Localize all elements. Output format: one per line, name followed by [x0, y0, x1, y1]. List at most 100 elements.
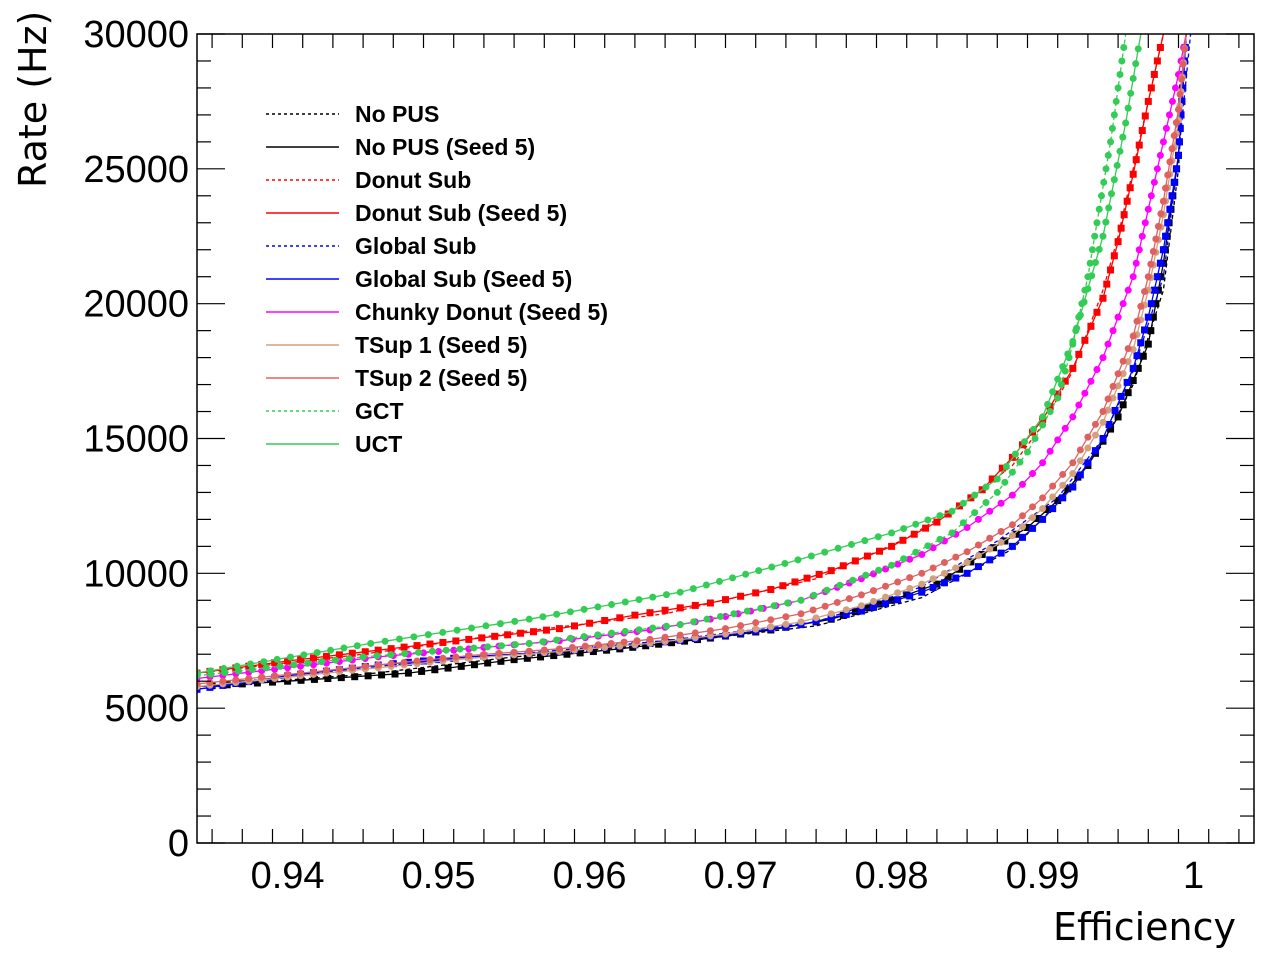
series-marker: [1117, 392, 1125, 400]
series-marker: [457, 662, 465, 670]
series-marker: [1039, 505, 1047, 513]
series-marker: [691, 634, 699, 642]
series-marker: [1120, 43, 1128, 51]
series-marker: [944, 573, 952, 581]
series-marker: [797, 610, 805, 618]
series-marker: [1039, 459, 1047, 467]
series-marker: [691, 601, 699, 609]
series-marker: [1029, 503, 1037, 511]
series-marker: [1076, 471, 1084, 479]
series-marker: [335, 665, 343, 673]
series-marker: [1059, 494, 1067, 502]
series-marker: [1080, 298, 1088, 306]
series-marker: [827, 610, 835, 618]
series-marker: [1054, 390, 1062, 398]
series-marker: [900, 555, 908, 563]
series-8: [197, 34, 1189, 688]
series-marker: [993, 475, 1001, 483]
series-marker: [812, 614, 820, 622]
series-marker: [1011, 450, 1019, 458]
series-marker: [1054, 375, 1062, 383]
legend-label: GCT: [355, 398, 404, 424]
series-marker: [540, 646, 548, 654]
series-marker: [635, 626, 643, 634]
series-4: [197, 34, 1192, 690]
series-marker: [348, 649, 356, 657]
series-marker: [827, 614, 835, 622]
series-marker: [1109, 327, 1117, 335]
series-marker: [566, 634, 574, 642]
series-marker: [1127, 89, 1135, 97]
series-marker: [439, 628, 447, 636]
ticks-layer: [197, 33, 1254, 844]
series-marker: [963, 548, 971, 556]
series-marker: [1001, 478, 1009, 486]
series-marker: [378, 671, 386, 679]
series-marker: [1059, 481, 1067, 489]
series-marker: [882, 600, 890, 608]
series-marker: [1061, 377, 1069, 385]
series-marker: [374, 646, 382, 654]
series-marker: [1069, 413, 1077, 421]
series-marker: [331, 656, 339, 664]
series-marker: [233, 662, 241, 670]
series-marker: [594, 603, 602, 611]
series-marker: [1076, 446, 1084, 454]
series-marker: [706, 632, 714, 640]
series-marker: [1165, 111, 1173, 119]
series-marker: [899, 536, 907, 544]
series-marker: [882, 593, 890, 601]
series-marker: [594, 641, 602, 649]
series-marker: [340, 644, 348, 652]
series-marker: [1166, 158, 1174, 166]
series-marker: [929, 544, 937, 552]
series-marker: [978, 550, 986, 558]
x-axis-title: Efficiency: [1053, 905, 1236, 949]
series-marker: [768, 563, 776, 571]
series-marker: [1091, 431, 1099, 439]
series-marker: [581, 642, 589, 650]
series-marker: [1044, 400, 1052, 408]
series-marker: [269, 678, 276, 686]
series-marker: [857, 602, 865, 610]
series-marker: [1137, 302, 1145, 310]
series-marker: [974, 563, 982, 571]
series-marker: [1075, 401, 1083, 409]
series-marker: [310, 675, 318, 683]
series-marker: [959, 499, 967, 507]
series-marker: [304, 659, 312, 667]
series-marker: [435, 656, 443, 664]
series-marker: [453, 626, 461, 634]
series-marker: [1159, 246, 1167, 254]
series-marker: [1105, 204, 1113, 212]
series-marker: [857, 607, 865, 615]
series-marker: [1162, 232, 1170, 240]
series-marker: [539, 638, 547, 646]
series-marker: [608, 600, 616, 608]
series-marker: [940, 559, 948, 567]
series-marker: [770, 602, 778, 610]
series-marker: [676, 621, 684, 629]
series-marker: [348, 664, 356, 672]
series-marker: [1093, 219, 1101, 227]
series-marker: [287, 653, 295, 661]
series-marker: [1016, 458, 1024, 466]
series-marker: [1081, 389, 1089, 397]
series-marker: [1144, 273, 1152, 281]
series-marker: [869, 587, 877, 595]
series-marker: [1108, 124, 1116, 132]
series-marker: [468, 624, 476, 632]
series-marker: [1135, 246, 1143, 254]
series-marker: [1159, 138, 1167, 146]
legend-label: Global Sub (Seed 5): [355, 266, 572, 292]
series-marker: [874, 533, 882, 541]
series-marker: [952, 574, 960, 582]
series-marker: [833, 598, 841, 606]
series-marker: [1147, 192, 1155, 200]
series-marker: [1134, 45, 1142, 53]
series-marker: [1147, 260, 1155, 268]
series-marker: [906, 555, 914, 563]
series-marker: [894, 589, 902, 597]
series-marker: [1069, 470, 1077, 478]
series-marker: [435, 648, 443, 656]
